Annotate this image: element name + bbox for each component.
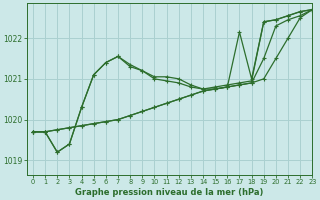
X-axis label: Graphe pression niveau de la mer (hPa): Graphe pression niveau de la mer (hPa) bbox=[76, 188, 264, 197]
